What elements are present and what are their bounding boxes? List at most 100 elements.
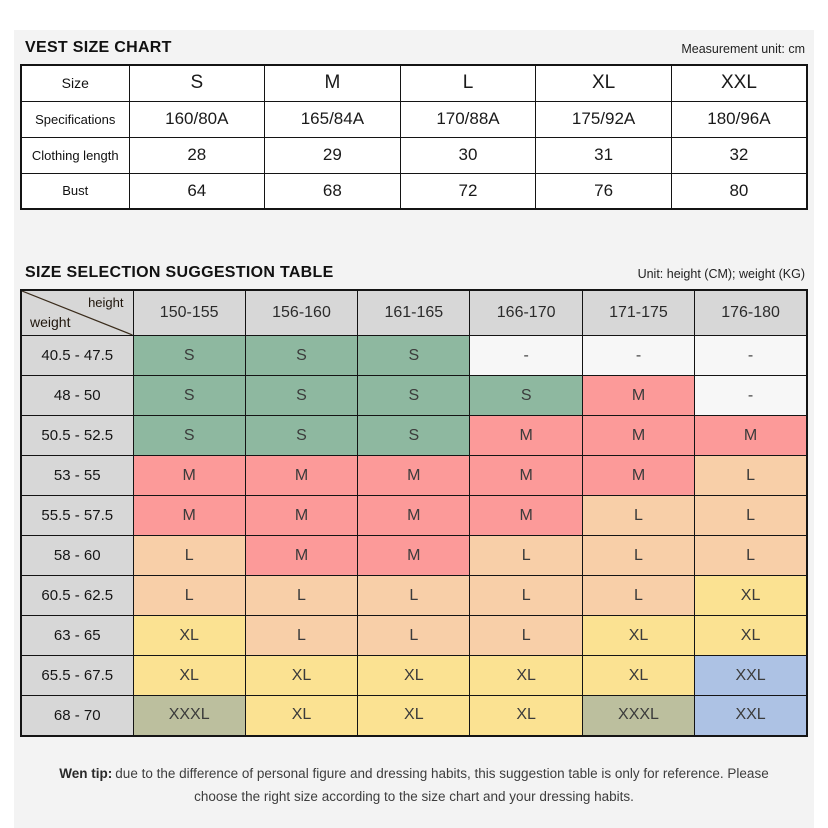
size-cell: XXL [694,695,808,736]
size-cell: L [244,615,359,656]
size-cell: M [244,535,359,576]
table-row: 65.5 - 67.5 XL XL XL XL XL XXL [20,655,808,696]
suggestion-table-title: SIZE SELECTION SUGGESTION TABLE [25,264,334,281]
size-cell: M [357,495,471,536]
size-chart-panel: VEST SIZE CHART Measurement unit: cm Siz… [14,30,814,828]
size-cell: M [357,455,471,496]
size-cell: M [357,535,471,576]
table-row: Specifications 160/80A 165/84A 170/88A 1… [20,100,808,138]
size-cell: - [694,335,808,376]
size-cell: L [694,495,808,536]
size-cell: XL [132,615,246,656]
size-cell: L [694,535,808,576]
size-cell: S [244,415,359,456]
size-cell: M [132,495,246,536]
clothing-length-value: 32 [670,136,808,174]
table-row: 68 - 70 XXXL XL XL XL XXXL XXL [20,695,808,736]
size-cell: L [581,495,696,536]
clothing-length-value: 28 [128,136,266,174]
size-cell: S [132,335,246,376]
height-column-header: 156-160 [244,289,359,336]
table-row: Clothing length 28 29 30 31 32 [20,136,808,174]
size-cell: M [581,375,696,416]
clothing-length-value: 31 [535,136,672,174]
size-cell: S [132,415,246,456]
height-column-header: 150-155 [132,289,246,336]
spec-value: 160/80A [128,100,266,138]
size-cell: - [581,335,696,376]
vest-size-chart-header: VEST SIZE CHART Measurement unit: cm [20,39,808,64]
height-column-header: 166-170 [469,289,583,336]
size-cell: L [357,615,471,656]
size-column-m: M [264,64,401,102]
spec-value: 170/88A [399,100,537,138]
size-cell: XL [469,695,583,736]
size-cell: L [357,575,471,616]
weight-row-label: 58 - 60 [20,535,134,576]
size-cell: L [132,535,246,576]
size-cell: XL [244,655,359,696]
size-cell: XL [469,655,583,696]
weight-row-label: 50.5 - 52.5 [20,415,134,456]
size-column-l: L [399,64,537,102]
size-cell: S [357,375,471,416]
size-cell: L [581,575,696,616]
size-cell: S [132,375,246,416]
table-row: 40.5 - 47.5 S S S - - - [20,335,808,376]
weight-row-label: 40.5 - 47.5 [20,335,134,376]
size-cell: L [469,535,583,576]
table-row: height weight 150-155 156-160 161-165 16… [20,289,808,336]
table-row: 50.5 - 52.5 S S S M M M [20,415,808,456]
weight-row-label: 63 - 65 [20,615,134,656]
size-column-xxl: XXL [670,64,808,102]
size-cell: XXXL [132,695,246,736]
weight-row-label: 55.5 - 57.5 [20,495,134,536]
size-suggestion-table: height weight 150-155 156-160 161-165 16… [20,289,808,737]
weight-row-label: 48 - 50 [20,375,134,416]
clothing-length-value: 30 [399,136,537,174]
size-cell: M [244,495,359,536]
table-row: 63 - 65 XL L L L XL XL [20,615,808,656]
size-cell: XL [244,695,359,736]
corner-weight-label: weight [30,314,71,330]
size-cell: M [581,415,696,456]
table-row: Bust 64 68 72 76 80 [20,172,808,210]
table-row: 60.5 - 62.5 L L L L L XL [20,575,808,616]
measurement-unit-note: Measurement unit: cm [681,42,805,56]
weight-row-label: 68 - 70 [20,695,134,736]
size-cell: M [469,415,583,456]
size-cell: XL [357,655,471,696]
size-cell: - [469,335,583,376]
size-cell: M [244,455,359,496]
size-cell: XL [581,655,696,696]
size-cell: XXL [694,655,808,696]
size-cell: - [694,375,808,416]
size-cell: S [469,375,583,416]
size-cell: XL [694,615,808,656]
table-row: 58 - 60 L M M L L L [20,535,808,576]
size-cell: L [244,575,359,616]
size-cell: M [694,415,808,456]
vest-size-chart-table: Size S M L XL XXL Specifications 160/80A… [20,64,808,210]
bust-value: 80 [670,172,808,210]
size-cell: L [581,535,696,576]
bust-value: 68 [264,172,401,210]
corner-height-label: height [88,295,124,310]
table-row: 53 - 55 M M M M M L [20,455,808,496]
tip-label: Wen tip: [59,766,113,781]
size-column-s: S [128,64,266,102]
spec-value: 175/92A [535,100,672,138]
table-row: 55.5 - 57.5 M M M M L L [20,495,808,536]
clothing-length-row-label: Clothing length [20,136,130,174]
size-cell: L [469,575,583,616]
size-cell: M [132,455,246,496]
height-column-header: 171-175 [581,289,696,336]
size-cell: M [581,455,696,496]
weight-row-label: 53 - 55 [20,455,134,496]
height-column-header: 176-180 [694,289,808,336]
size-cell: S [244,375,359,416]
weight-row-label: 60.5 - 62.5 [20,575,134,616]
clothing-length-value: 29 [264,136,401,174]
weight-row-label: 65.5 - 67.5 [20,655,134,696]
size-cell: L [469,615,583,656]
